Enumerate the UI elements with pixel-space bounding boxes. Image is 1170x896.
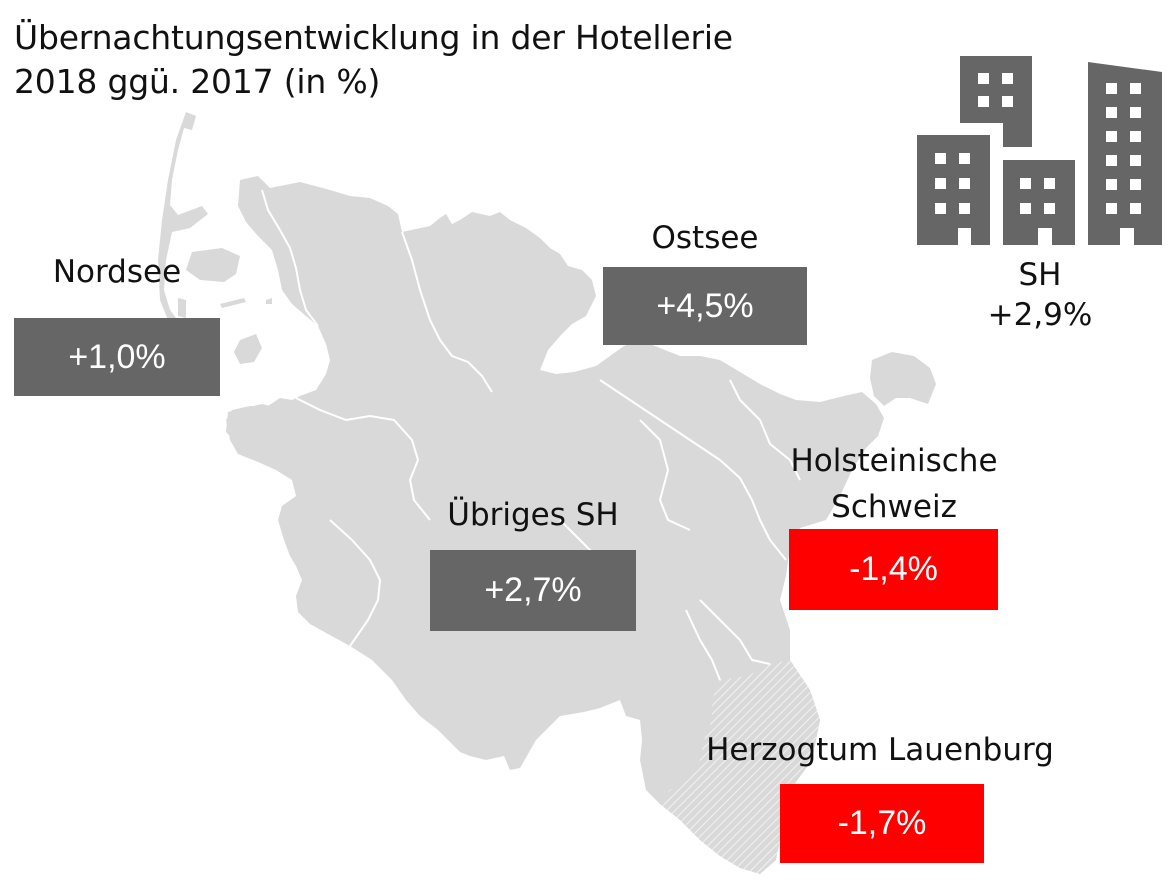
title-line-1: Übernachtungsentwicklung in der Hoteller… (14, 18, 733, 57)
sh-total: SH +2,9% (960, 255, 1120, 335)
region-label-uebriges-sh: Übriges SH (447, 497, 619, 533)
value-holsteinische-schweiz: -1,4% (849, 550, 938, 588)
value-uebriges-sh: +2,7% (484, 571, 582, 609)
region-label-holsteinische-schweiz: Holsteinische Schweiz (760, 438, 1028, 530)
region-label-ostsee: Ostsee (651, 220, 759, 256)
value-box-nordsee: +1,0% (14, 318, 220, 396)
value-box-uebriges-sh: +2,7% (430, 550, 636, 631)
island-pellworm (234, 334, 262, 364)
island-sylt (158, 112, 208, 320)
island-amrum (178, 298, 186, 318)
city-buildings-icon (917, 56, 1162, 245)
value-herzogtum-lauenburg: -1,7% (837, 804, 927, 842)
eiderstedt (226, 404, 296, 448)
region-label-herzogtum-lauenburg: Herzogtum Lauenburg (706, 732, 1054, 768)
value-nordsee: +1,0% (68, 337, 166, 376)
map-title: Übernachtungsentwicklung in der Hoteller… (14, 16, 733, 104)
island-foehr (186, 248, 240, 282)
region-label-nordsee: Nordsee (52, 254, 182, 290)
sh-total-label: SH (1018, 257, 1062, 293)
value-box-holsteinische-schweiz: -1,4% (789, 529, 998, 610)
value-box-herzogtum-lauenburg: -1,7% (780, 784, 984, 863)
value-ostsee: +4,5% (656, 286, 754, 325)
title-line-2: 2018 ggü. 2017 (in %) (14, 62, 381, 101)
island-fehmarn (870, 352, 936, 406)
value-box-ostsee: +4,5% (603, 267, 807, 345)
region-label-line-1: Holsteinische (790, 443, 998, 479)
region-label-line-2: Schweiz (831, 489, 957, 525)
sh-total-value: +2,9% (987, 297, 1093, 333)
